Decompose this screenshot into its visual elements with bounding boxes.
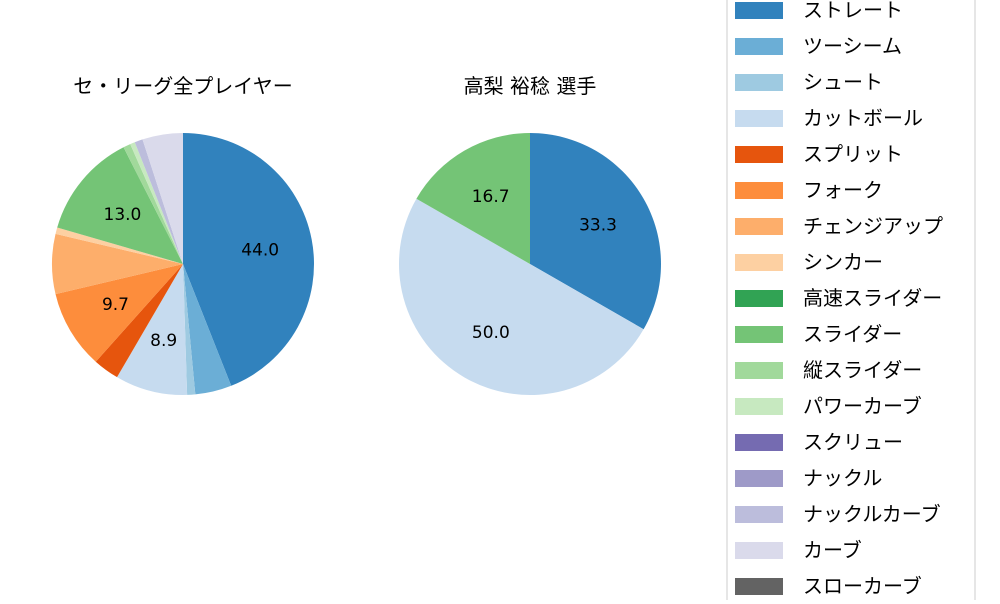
pie-slice-スライダー	[416, 133, 530, 264]
legend-swatch	[735, 398, 783, 415]
legend-label: ストレート	[803, 0, 903, 22]
legend-label: スライダー	[803, 322, 902, 346]
legend-label: スクリュー	[803, 430, 903, 454]
slice-value-label: 50.0	[472, 323, 510, 343]
pie-slice-カットボール	[399, 198, 644, 395]
legend-swatch	[735, 362, 783, 379]
legend-swatch	[735, 542, 783, 559]
legend-swatch	[735, 74, 783, 91]
legend-frame	[726, 0, 976, 604]
legend-swatch	[735, 506, 783, 523]
pie-slice-ナックルカーブ	[134, 139, 183, 264]
legend-swatch	[735, 254, 783, 271]
pie-slice-シンカー	[55, 227, 183, 264]
slice-value-label: 13.0	[104, 205, 142, 225]
pie-slice-カットボール	[117, 264, 188, 396]
legend-label: フォーク	[803, 178, 883, 202]
legend-swatch	[735, 146, 783, 163]
legend-swatch	[735, 578, 783, 595]
slice-value-label: 16.7	[472, 187, 510, 207]
pie-slice-ツーシーム	[183, 264, 232, 395]
slice-value-label: 9.7	[102, 295, 129, 315]
pie-slice-スプリット	[95, 264, 183, 378]
pie-slice-カーブ	[142, 133, 183, 264]
legend-swatch	[735, 110, 783, 127]
pie-slice-シュート	[183, 264, 196, 395]
legend-label: シュート	[803, 70, 883, 94]
legend-swatch	[735, 38, 783, 55]
legend-swatch	[735, 2, 783, 19]
left-pie: 44.0 8.9 9.7 13.0	[52, 133, 314, 396]
legend-label: カーブ	[803, 538, 862, 562]
legend-label: ナックル	[803, 466, 882, 490]
pie-slice-縦スライダー	[123, 144, 183, 264]
legend-label: シンカー	[803, 250, 883, 274]
legend-swatch	[735, 434, 783, 451]
right-pie-title: 高梨 裕稔 選手	[464, 74, 597, 98]
pie-slice-パワーカーブ	[130, 142, 183, 264]
legend-swatch	[735, 218, 783, 235]
pie-slice-チェンジアップ	[52, 233, 183, 295]
legend-swatch	[735, 182, 783, 199]
pie-slice-フォーク	[55, 264, 183, 362]
left-pie-title: セ・リーグ全プレイヤー	[73, 74, 292, 98]
legend-label: ナックルカーブ	[803, 502, 941, 526]
legend-label: ツーシーム	[803, 34, 902, 58]
slice-value-label: 33.3	[579, 216, 617, 236]
legend-label: スローカーブ	[803, 574, 922, 598]
pie-slice-ストレート	[530, 133, 661, 330]
slice-value-label: 8.9	[150, 331, 177, 351]
legend-label: 高速スライダー	[803, 286, 942, 310]
legend-label: カットボール	[803, 106, 923, 130]
right-pie: 33.3 50.0 16.7	[399, 133, 661, 395]
legend-label: スプリット	[803, 142, 903, 166]
legend: ストレートツーシームシュートカットボールスプリットフォークチェンジアップシンカー…	[726, 0, 976, 604]
legend-swatch	[735, 326, 783, 343]
legend-label: 縦スライダー	[803, 358, 922, 382]
legend-swatch	[735, 470, 783, 487]
legend-swatch	[735, 290, 783, 307]
pie-slice-スライダー	[57, 147, 184, 264]
slice-value-label: 44.0	[241, 240, 279, 260]
legend-label: チェンジアップ	[803, 214, 943, 238]
legend-label: パワーカーブ	[803, 394, 922, 418]
pie-slice-ストレート	[183, 133, 314, 386]
